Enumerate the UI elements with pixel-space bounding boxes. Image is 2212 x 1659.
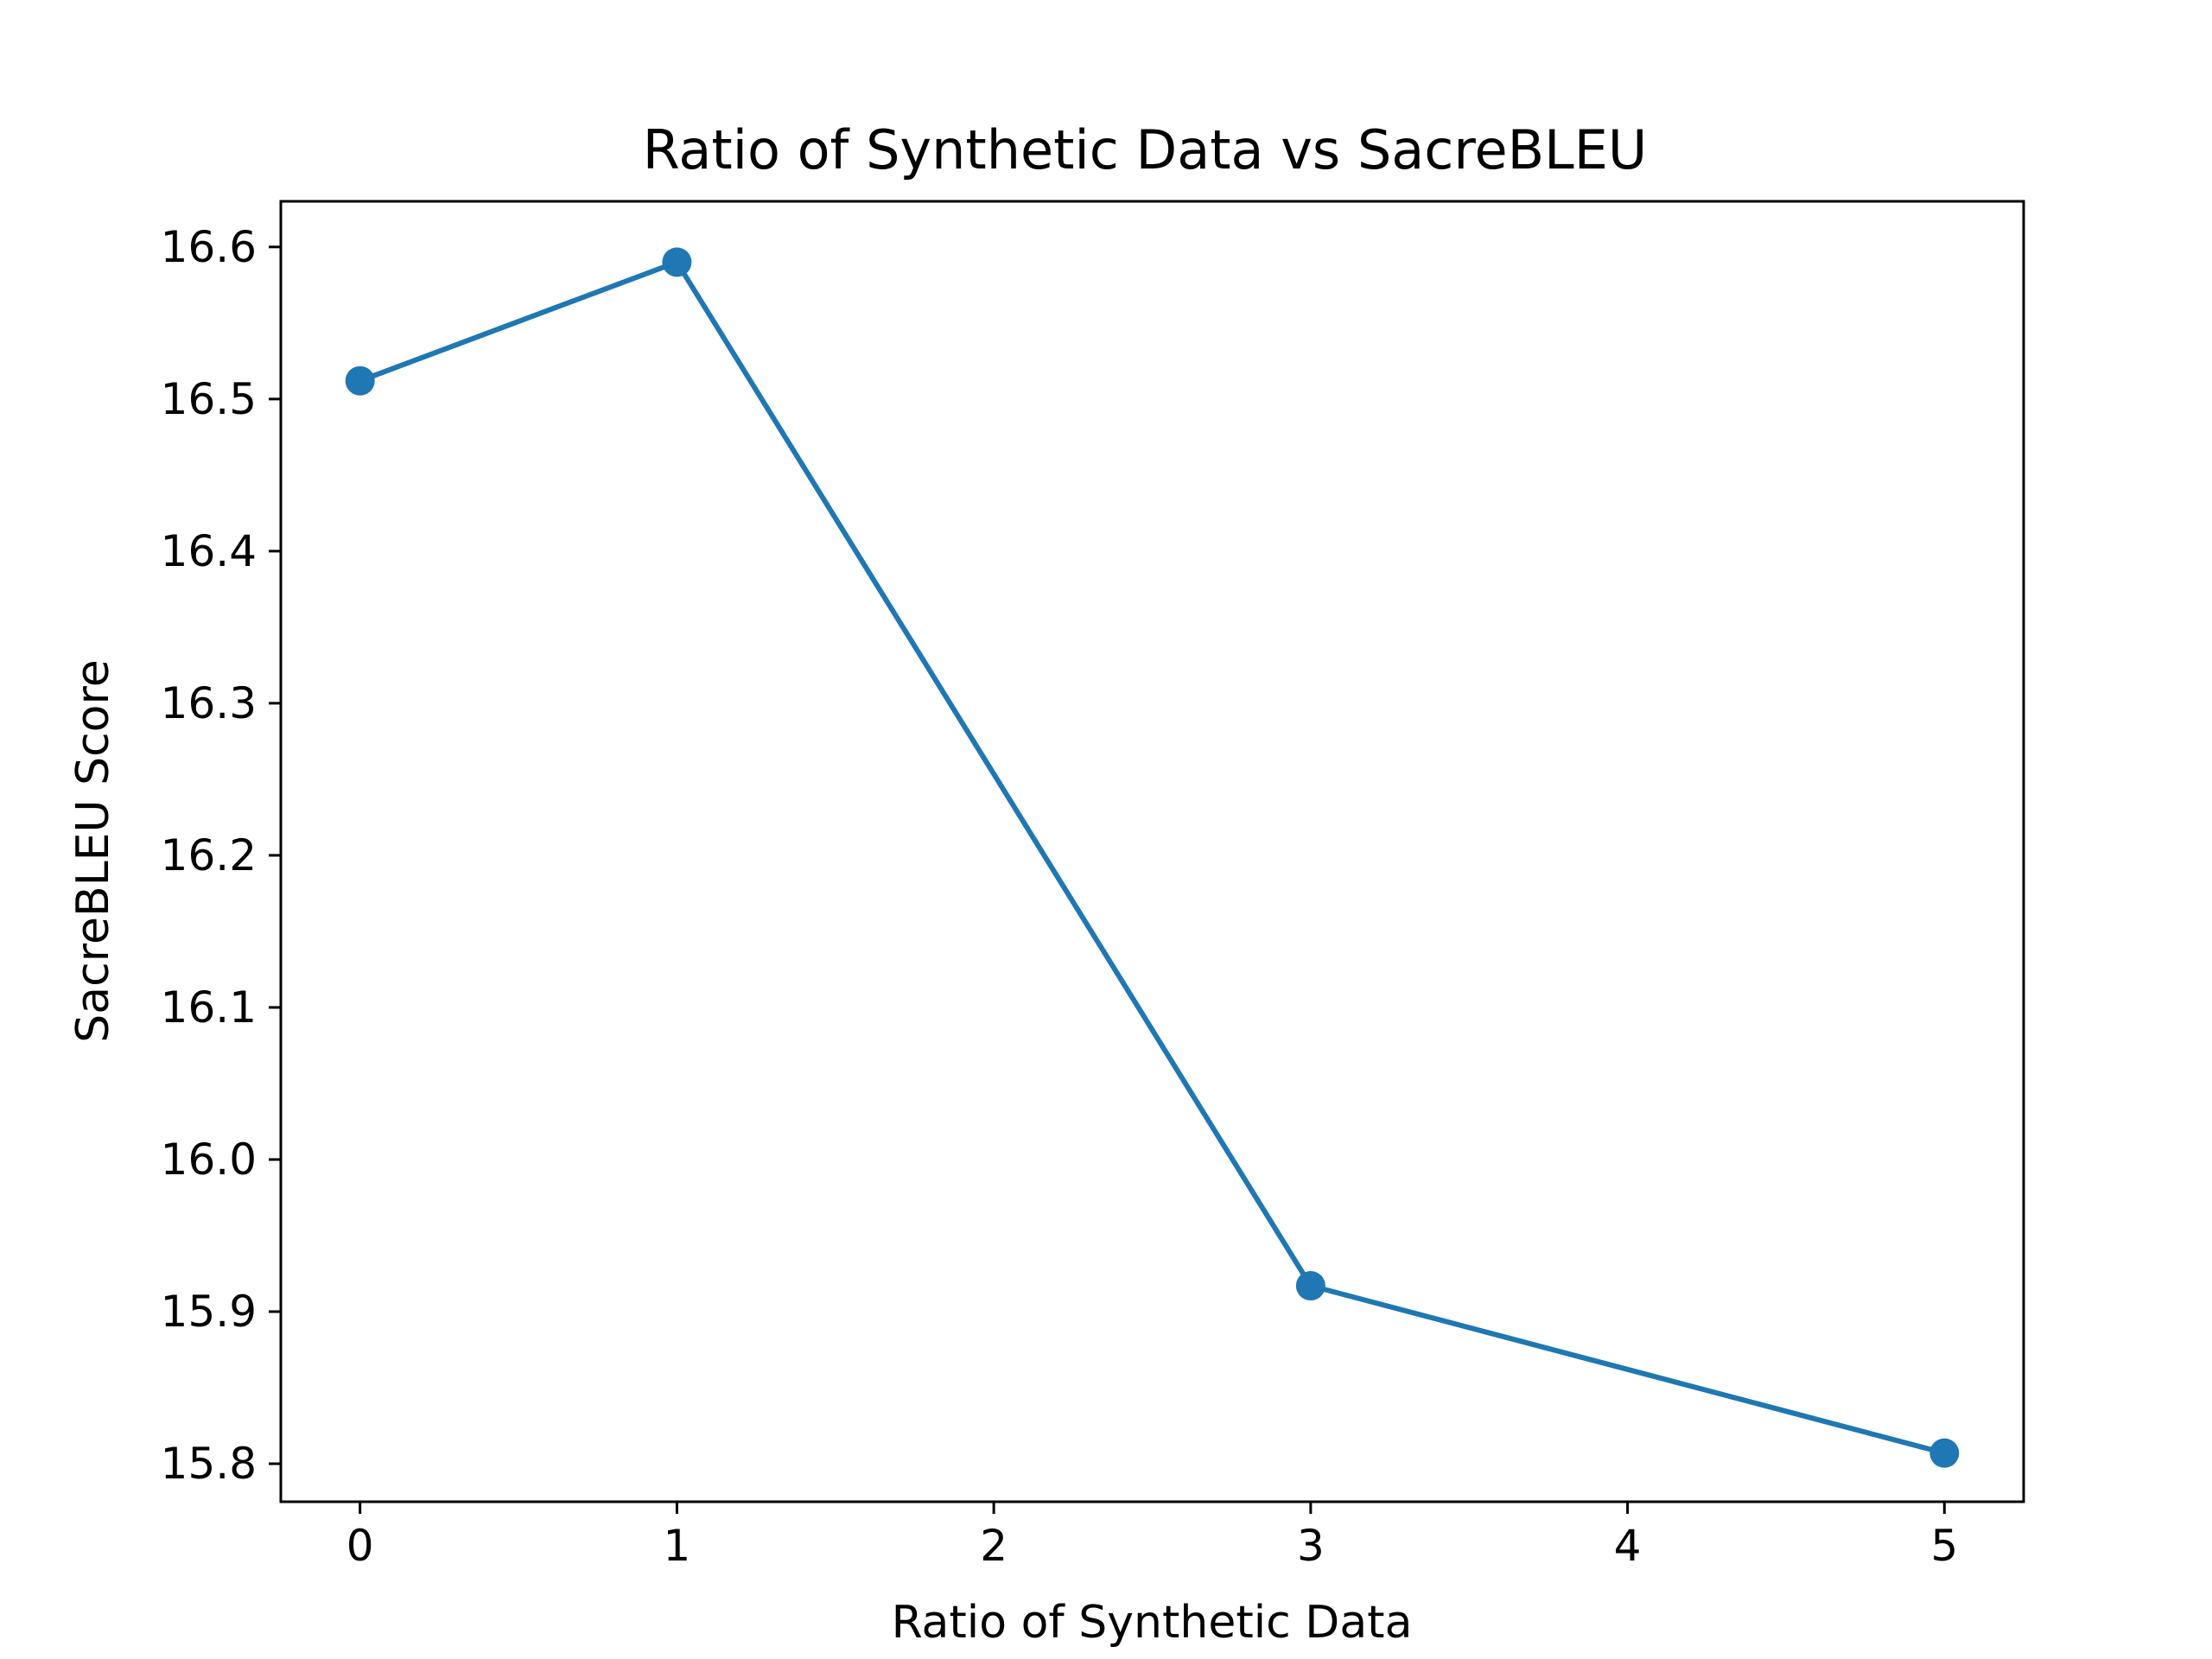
- x-axis-ticks: 0 1 2 3 4 5: [346, 1502, 1958, 1571]
- data-point-marker: [345, 365, 375, 396]
- y-tick-label: 16.1: [161, 982, 257, 1033]
- y-tick-label: 16.2: [161, 830, 257, 880]
- x-tick-label: 3: [1297, 1521, 1325, 1571]
- x-tick-label: 4: [1614, 1521, 1642, 1571]
- y-tick-label: 16.0: [161, 1135, 257, 1185]
- y-tick-label: 15.9: [161, 1287, 257, 1337]
- x-axis-label: Ratio of Synthetic Data: [892, 1597, 1413, 1649]
- series-line: [356, 259, 1948, 1457]
- y-tick-label: 16.5: [161, 374, 257, 424]
- y-tick-label: 16.4: [161, 526, 257, 576]
- x-tick-label: 5: [1930, 1521, 1958, 1571]
- x-tick-label: 1: [664, 1521, 691, 1571]
- x-tick-label: 2: [980, 1521, 1007, 1571]
- y-tick-label: 15.8: [161, 1439, 257, 1489]
- data-point-marker: [1929, 1438, 1960, 1468]
- data-point-marker: [662, 247, 692, 277]
- y-tick-label: 16.6: [161, 222, 257, 272]
- plot-frame: [279, 200, 2025, 1503]
- series-layer: [345, 247, 1960, 1468]
- chart-title: Ratio of Synthetic Data vs SacreBLEU: [643, 118, 1648, 181]
- data-point-marker: [1295, 1271, 1325, 1301]
- x-tick-label: 0: [346, 1521, 374, 1571]
- y-axis-label: SacreBLEU Score: [67, 659, 119, 1042]
- y-tick-label: 16.3: [161, 678, 257, 728]
- y-axis-ticks: 15.8 15.9 16.0 16.1 16.2 16.3 16.4 16.5 16.6: [161, 222, 281, 1489]
